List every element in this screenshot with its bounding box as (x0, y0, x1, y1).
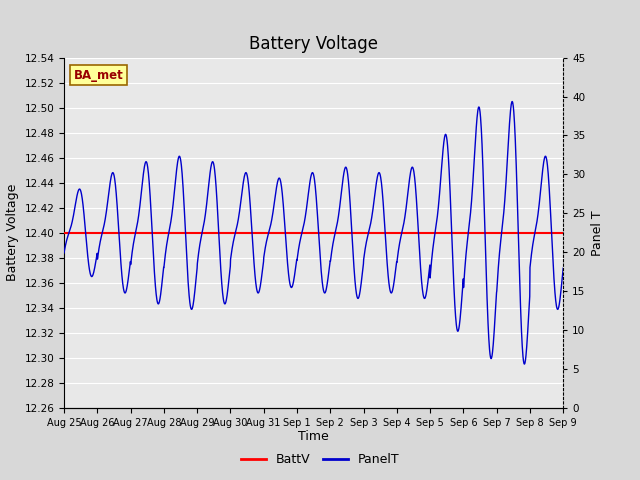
X-axis label: Time: Time (298, 431, 329, 444)
Legend: BattV, PanelT: BattV, PanelT (236, 448, 404, 471)
Text: BA_met: BA_met (74, 69, 124, 82)
Y-axis label: Panel T: Panel T (591, 210, 604, 256)
Y-axis label: Battery Voltage: Battery Voltage (6, 184, 19, 281)
Title: Battery Voltage: Battery Voltage (249, 35, 378, 53)
